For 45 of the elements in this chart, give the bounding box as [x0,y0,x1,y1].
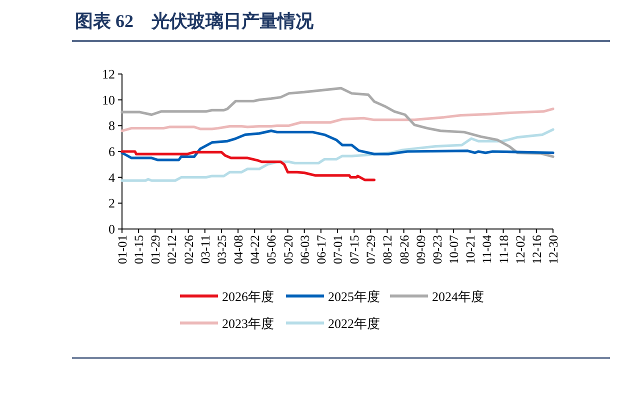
x-tick-label: 11-04 [480,234,494,264]
x-tick-label: 01-01 [116,235,130,264]
y-tick-label: 2 [108,196,115,211]
y-tick-label: 4 [108,170,116,185]
x-tick-label: 05-20 [281,235,296,264]
x-tick-label: 06-03 [298,235,312,264]
x-tick-label: 07-29 [364,235,378,264]
x-tick-label: 08-26 [397,235,412,264]
x-tick-label: 04-08 [232,235,246,264]
chart-title: 图表 62 光伏玻璃日产量情况 [75,11,314,31]
legend-label: 2025年度 [328,289,380,304]
y-tick-label: 6 [108,144,116,159]
x-tick-label: 10-07 [447,235,462,264]
x-tick-label: 03-25 [214,235,229,264]
x-tick-label: 07-15 [348,235,362,264]
x-tick-label: 07-01 [331,235,345,264]
y-tick-label: 8 [108,118,115,134]
legend-label: 2026年度 [222,289,274,304]
x-tick-label: 12-30 [546,235,560,264]
x-tick-label: 02-12 [165,235,180,264]
x-tick-label: 08-12 [380,235,395,264]
x-tick-label: 01-29 [148,235,163,264]
legend-label: 2022年度 [328,316,380,331]
line-series [120,86,554,158]
x-tick-label: 03-11 [198,235,212,264]
line-series [120,130,554,162]
x-tick-label: 12-16 [530,235,544,264]
x-tick-label: 02-26 [182,235,196,264]
x-tick-label: 09-09 [414,235,428,264]
line-series [120,108,554,132]
x-tick-label: 01-15 [132,235,146,264]
x-tick-label: 04-22 [248,235,262,264]
x-tick-label: 10-21 [464,235,478,264]
legend-label: 2024年度 [432,289,484,304]
x-tick-label: 12-02 [513,235,528,264]
x-tick-label: 11-18 [496,235,511,264]
x-tick-label: 09-23 [430,235,444,264]
line-series [120,128,554,182]
x-tick-label: 06-17 [314,235,328,264]
x-tick-label: 05-06 [264,235,279,264]
line-series [120,150,376,182]
y-tick-label: 12 [102,66,115,82]
legend-label: 2023年度 [222,316,274,331]
y-tick-label: 10 [102,92,115,108]
y-tick-label: 0 [108,222,115,236]
